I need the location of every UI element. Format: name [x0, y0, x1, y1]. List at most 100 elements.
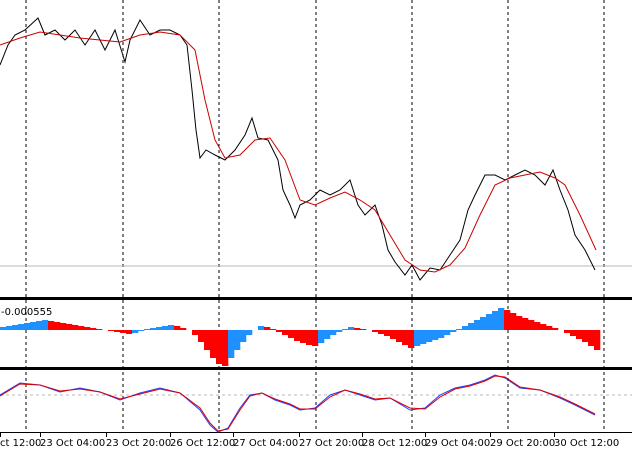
histogram-bar	[18, 324, 25, 330]
vertical-separators	[25, 0, 605, 432]
histogram-bar	[72, 325, 79, 330]
histogram-bar	[132, 330, 139, 333]
line-series	[0, 375, 596, 432]
histogram-bar	[534, 322, 541, 330]
histogram-bar	[342, 329, 349, 330]
histogram-bar	[576, 330, 583, 339]
histogram-bar	[24, 323, 31, 330]
histogram-bar	[96, 329, 103, 330]
histogram-bar	[294, 330, 301, 341]
histogram-bar	[198, 330, 205, 342]
histogram-bar	[60, 323, 67, 330]
histogram-bar	[528, 320, 535, 330]
histogram-bar	[594, 330, 601, 350]
histogram-bar	[204, 330, 211, 350]
histogram-bar	[216, 330, 223, 364]
histogram-bar	[54, 322, 61, 330]
histogram-bar	[474, 320, 481, 330]
histogram-bar	[402, 330, 409, 345]
histogram-bar	[522, 318, 529, 330]
histogram-bar	[120, 330, 127, 333]
histogram-bar	[258, 326, 265, 330]
histogram-bar	[312, 330, 319, 346]
histogram-bar	[6, 326, 13, 330]
histogram-bar	[426, 330, 433, 342]
histogram-bar	[288, 330, 295, 338]
line-series	[0, 31, 597, 273]
histogram-bar	[156, 327, 163, 330]
histogram-bar	[90, 328, 97, 330]
histogram-bar	[282, 330, 289, 335]
panel-separator	[0, 297, 632, 300]
histogram-bar	[300, 330, 307, 343]
x-tick-label: 28 Oct 12:00	[362, 438, 427, 449]
histogram-bar	[336, 330, 343, 332]
histogram-bar	[396, 330, 403, 342]
histogram-bar	[462, 326, 469, 330]
histogram-bar	[222, 330, 229, 366]
histogram-bar	[42, 320, 49, 330]
histogram-bar	[510, 313, 517, 330]
histogram-bar	[564, 330, 571, 333]
histogram-bar	[270, 329, 277, 330]
histogram-bar	[234, 330, 241, 350]
histogram-bar	[228, 330, 235, 358]
histogram-bar	[450, 330, 457, 332]
histogram-bar	[0, 327, 7, 330]
x-tick-label: 27 Oct 20:00	[299, 438, 364, 449]
histogram-bar	[48, 321, 55, 330]
histogram-bar	[192, 330, 199, 335]
x-tick-label: 30 Oct 12:00	[554, 438, 619, 449]
panel-separator	[0, 367, 632, 370]
histogram-bar	[432, 330, 439, 340]
histogram-bar	[480, 317, 487, 330]
histogram-bar	[12, 325, 19, 330]
histogram-bar	[384, 330, 391, 336]
histogram-bar	[546, 326, 553, 330]
histogram-bar	[552, 328, 559, 330]
histogram-bar	[240, 330, 247, 342]
histogram-bar	[168, 325, 175, 330]
histogram-bar	[570, 330, 577, 336]
histogram-bar	[66, 324, 73, 330]
histogram-bar	[144, 329, 151, 330]
histogram-bar	[348, 327, 355, 330]
histogram-bar	[108, 330, 115, 331]
histogram-bar	[246, 330, 253, 335]
indicator-label: -0.000555	[1, 307, 52, 318]
x-tick-label: 26 Oct 12:00	[170, 438, 235, 449]
histogram-bar	[354, 328, 361, 330]
histogram-bar	[174, 326, 181, 330]
histogram-bar	[210, 330, 217, 358]
histogram-bar	[390, 330, 397, 339]
histogram-bar	[486, 314, 493, 330]
histogram-bar	[408, 330, 415, 348]
histogram-bar	[264, 327, 271, 330]
histogram-bar	[378, 330, 385, 334]
x-tick-label: 29 Oct 20:00	[490, 438, 555, 449]
histogram-bar	[330, 330, 337, 335]
histogram-bar	[438, 330, 445, 338]
histogram-bar	[162, 326, 169, 330]
histogram-bar	[36, 321, 43, 330]
histogram-bar	[588, 330, 595, 346]
line-series	[0, 17, 596, 281]
x-tick-label: 27 Oct 04:00	[233, 438, 298, 449]
histogram-bar	[84, 327, 91, 330]
histogram-bar	[30, 322, 37, 330]
histogram-bar	[444, 330, 451, 335]
histogram-bar	[276, 330, 283, 332]
histogram-bar	[504, 310, 511, 330]
x-tick-label: 23 Oct 20:00	[106, 438, 171, 449]
histogram-bar	[582, 330, 589, 342]
histogram-bar	[318, 330, 325, 343]
histogram-bar	[492, 311, 499, 330]
histogram-bar	[360, 329, 367, 330]
histogram-bar	[324, 330, 331, 339]
x-tick-label: 29 Oct 04:00	[425, 438, 490, 449]
histogram-bar	[114, 330, 121, 332]
histogram-bar	[414, 330, 421, 346]
x-tick-label: ct 12:00	[0, 438, 41, 449]
histogram-bar	[540, 324, 547, 330]
